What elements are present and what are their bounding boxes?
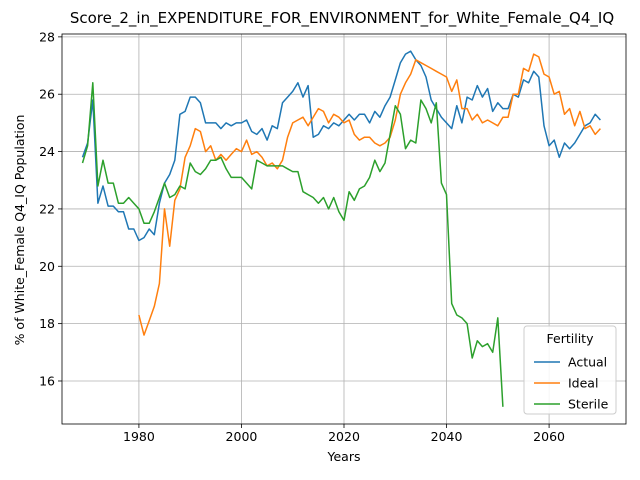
y-tick-label: 20 [39, 259, 55, 274]
x-tick-label: 2000 [226, 429, 258, 444]
legend-title: Fertility [547, 331, 595, 346]
x-tick-label: 2020 [328, 429, 360, 444]
legend-entries: Actual Ideal Sterile [534, 355, 609, 412]
y-tick-label: 16 [39, 373, 55, 388]
x-axis-label: Years [327, 449, 361, 464]
series-lines [81, 50, 601, 407]
legend-label-ideal: Ideal [568, 376, 598, 391]
chart-title: Score_2_in_EXPENDITURE_FOR_ENVIRONMENT_f… [70, 9, 614, 28]
y-tick-label: 24 [39, 144, 55, 159]
legend: Fertility Actual Ideal Sterile [523, 325, 617, 415]
axis-ticks: 1980 2000 2020 2040 2060 16 18 20 22 24 26 28 [39, 29, 565, 444]
y-axis-label: % of White_Female Q4_IQ Population [12, 115, 27, 346]
series-line-sterile [81, 82, 504, 407]
x-tick-label: 1980 [123, 429, 155, 444]
x-tick-label: 2060 [533, 429, 565, 444]
y-tick-label: 26 [39, 87, 55, 102]
legend-label-actual: Actual [568, 355, 607, 370]
legend-label-sterile: Sterile [568, 397, 609, 412]
y-tick-label: 22 [39, 201, 55, 216]
x-tick-label: 2040 [431, 429, 463, 444]
y-tick-label: 28 [39, 29, 55, 44]
legend-box [523, 325, 617, 415]
y-tick-label: 18 [39, 316, 55, 331]
